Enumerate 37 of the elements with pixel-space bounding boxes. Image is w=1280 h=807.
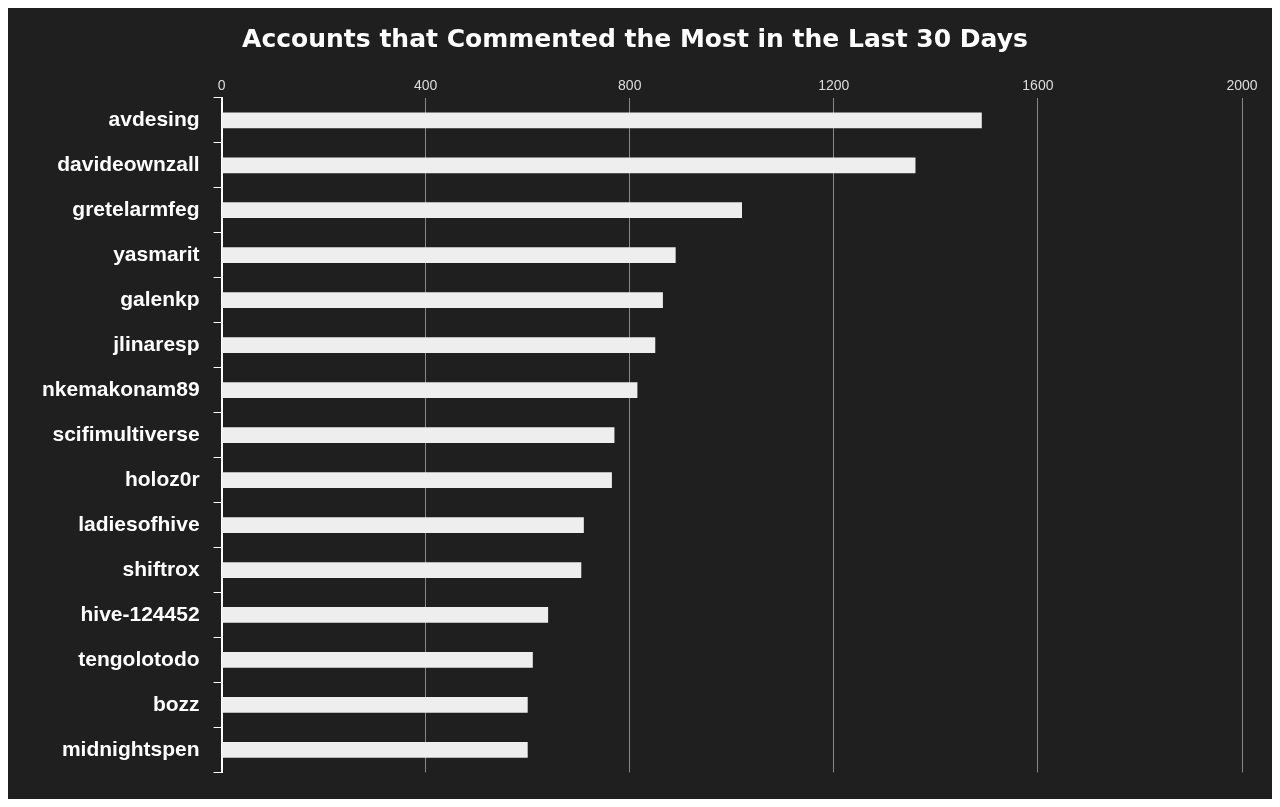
y-tick-label: holoz0r — [124, 466, 200, 490]
y-tick-label: davideownzall — [57, 152, 200, 176]
bar — [222, 112, 982, 129]
y-tick-label: bozz — [152, 691, 200, 715]
y-tick-label: scifimultiverse — [52, 421, 200, 445]
bar — [222, 742, 528, 758]
x-tick-label: 400 — [413, 77, 438, 94]
y-tick-label: shiftrox — [122, 556, 200, 580]
y-tick-label: hive-124452 — [80, 601, 200, 625]
bar — [222, 202, 742, 219]
bar — [222, 607, 549, 623]
y-tick-label: jlinaresp — [112, 331, 200, 355]
bar — [222, 382, 638, 398]
x-tick-label: 1200 — [818, 77, 850, 94]
bar — [222, 292, 663, 309]
bar — [222, 562, 582, 578]
bar — [222, 247, 676, 264]
y-tick-label: ladiesofhive — [78, 511, 200, 535]
chart-title: Accounts that Commented the Most in the Last 30 Days — [242, 23, 1028, 53]
y-tick-label: avdesing — [108, 107, 200, 131]
x-tick-label: 2000 — [1226, 77, 1258, 94]
bar — [222, 157, 916, 174]
bar — [222, 427, 615, 443]
y-tick-label: nkemakonam89 — [41, 376, 200, 400]
bar — [222, 472, 612, 488]
bar — [222, 697, 528, 713]
bar — [222, 517, 584, 533]
bar — [222, 652, 533, 668]
y-tick-label: yasmarit — [113, 242, 200, 265]
x-tick-label: 0 — [217, 77, 226, 94]
x-tick-label: 800 — [618, 77, 642, 94]
bar — [222, 337, 656, 354]
y-tick-label: midnightspen — [61, 736, 200, 760]
x-tick-label: 1600 — [1022, 77, 1054, 94]
y-tick-label: gretelarmfeg — [72, 197, 200, 221]
y-tick-label: tengolotodo — [78, 646, 200, 670]
y-tick-label: galenkp — [120, 286, 200, 310]
